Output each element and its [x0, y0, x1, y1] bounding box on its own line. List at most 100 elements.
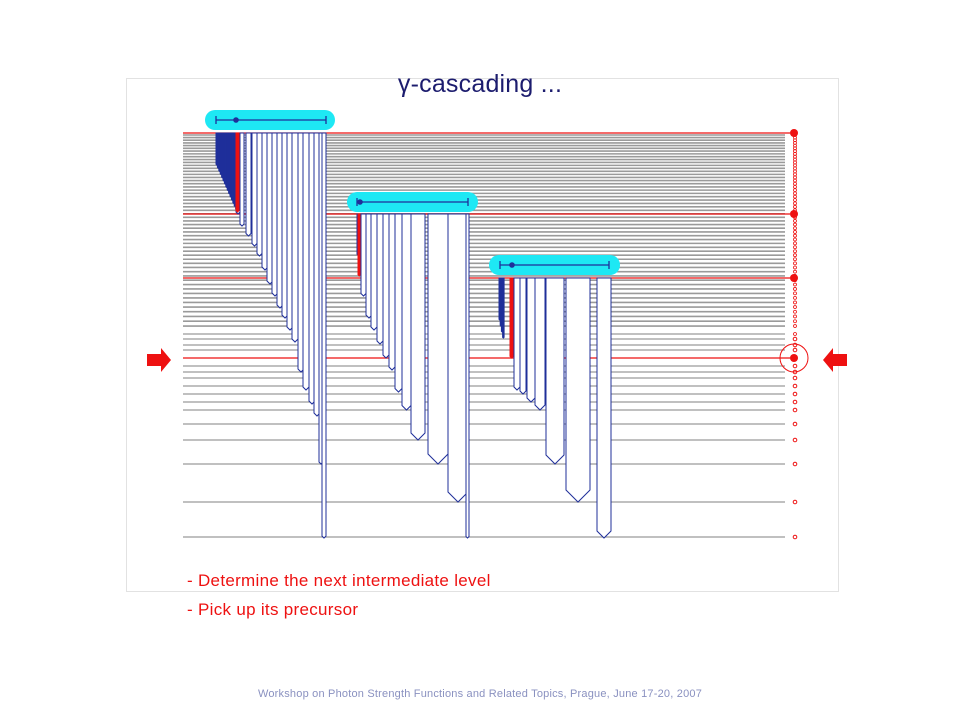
interval-dot	[233, 117, 239, 123]
transition-spike	[401, 213, 412, 411]
level-dots	[779, 129, 809, 540]
transition-spike	[465, 213, 470, 539]
transition-spike	[502, 277, 505, 339]
level-dot	[793, 172, 797, 177]
level-dot	[793, 181, 797, 186]
level-dot	[793, 175, 797, 180]
level-dot	[793, 201, 797, 206]
level-dot	[793, 226, 797, 231]
level-dot	[793, 305, 797, 309]
selected-level-dot	[790, 210, 798, 218]
transition-spike	[235, 132, 240, 213]
level-dot	[793, 194, 797, 199]
level-dot	[793, 332, 797, 336]
bullet-determine-level: - Determine the next intermediate level	[187, 571, 491, 590]
level-dot	[793, 300, 797, 305]
level-dot	[793, 309, 797, 314]
footer: Workshop on Photon Strength Functions an…	[257, 688, 703, 700]
level-dot	[792, 437, 798, 443]
transition-spike	[513, 277, 521, 391]
transition-spike	[370, 213, 378, 331]
level-dot	[793, 166, 797, 171]
level-dot	[793, 178, 797, 183]
level-dot	[792, 375, 798, 381]
level-dot	[793, 265, 797, 270]
transition-spikes	[215, 132, 612, 539]
level-dot	[793, 241, 797, 246]
level-dot	[792, 461, 798, 467]
selected-level-dot	[790, 274, 798, 282]
level-dot	[793, 249, 797, 254]
level-dot	[793, 169, 797, 174]
transition-spike	[509, 277, 514, 359]
transition-spike	[376, 213, 384, 345]
level-dot	[792, 342, 798, 348]
level-dot	[793, 287, 797, 291]
transition-spike	[321, 132, 327, 539]
arrow-left-icon	[823, 348, 847, 372]
level-dot	[793, 324, 797, 328]
slide-title: γ-cascading ...	[397, 70, 563, 98]
level-dot	[793, 237, 797, 242]
level-dot	[792, 407, 798, 413]
transition-spike	[565, 277, 591, 503]
transition-spike	[410, 213, 426, 441]
transition-spike	[534, 277, 546, 411]
transition-spike	[239, 132, 245, 227]
interval-dot	[509, 262, 515, 268]
level-dot	[792, 347, 798, 353]
level-dot	[793, 233, 797, 238]
transition-spike	[388, 213, 396, 371]
arrow-right-icon	[147, 348, 171, 372]
bullet-pick-precursor: - Pick up its precursor	[187, 600, 359, 619]
selected-level-dot	[790, 354, 798, 362]
transition-spike	[357, 213, 361, 277]
transition-spike	[382, 213, 390, 359]
level-dot	[793, 319, 797, 324]
level-dot	[793, 184, 797, 189]
level-dot	[792, 336, 798, 342]
transition-spike	[545, 277, 565, 465]
level-dot	[793, 253, 797, 258]
level-dot	[793, 219, 797, 223]
interval-dot	[357, 199, 363, 205]
level-dot	[792, 421, 798, 427]
selected-level-ring	[779, 343, 809, 373]
transition-spike	[251, 132, 258, 247]
transition-spike	[447, 213, 469, 503]
level-dot	[793, 245, 797, 250]
level-dot	[793, 269, 797, 274]
level-dot	[792, 363, 798, 369]
level-dot	[793, 191, 797, 196]
transition-spike	[526, 277, 536, 403]
level-dot	[793, 198, 797, 202]
level-dot	[793, 188, 797, 193]
level-dot	[793, 261, 797, 266]
transition-spike	[245, 132, 252, 237]
transition-spike	[256, 132, 263, 257]
level-dot	[792, 391, 798, 397]
level-dot	[793, 314, 797, 319]
selected-level-dot	[790, 129, 798, 137]
diagram-frame	[126, 78, 839, 592]
level-dot	[792, 499, 798, 505]
transition-spike	[519, 277, 527, 395]
level-dot	[793, 282, 797, 287]
transition-spike	[302, 132, 310, 391]
level-dot	[793, 257, 797, 262]
level-dot	[792, 399, 798, 405]
level-dot	[793, 295, 797, 300]
transition-spike	[291, 132, 299, 343]
level-dot	[792, 383, 798, 389]
transition-spike	[394, 213, 403, 393]
level-dot	[793, 222, 797, 227]
level-dot	[793, 291, 797, 296]
overlays	[147, 110, 847, 372]
level-dot	[793, 204, 797, 209]
transition-spike	[596, 277, 612, 539]
transition-spike	[427, 213, 449, 465]
level-dot	[793, 230, 797, 234]
level-dot	[792, 534, 798, 540]
